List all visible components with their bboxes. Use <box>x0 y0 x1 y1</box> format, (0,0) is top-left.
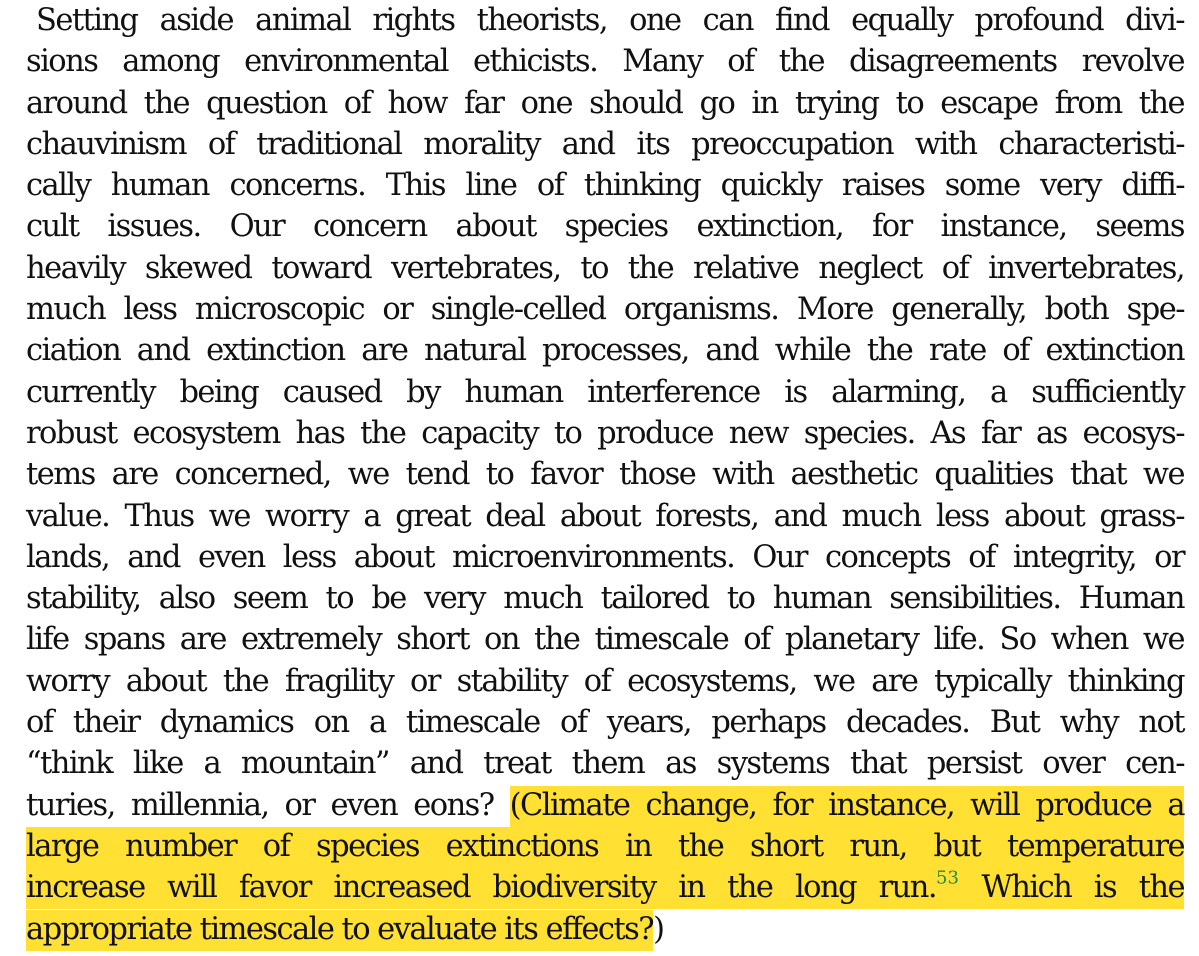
highlighted-text-part: Which is the <box>958 870 1186 906</box>
text-line: chauvinism of traditional morality and i… <box>26 126 1186 162</box>
text-line: tems are concerned, we tend to favor tho… <box>26 457 1186 493</box>
text-line: heavily skewed toward vertebrates, to th… <box>26 250 1186 286</box>
highlighted-text-part: increase will favor increased biodiversi… <box>26 870 938 906</box>
text-line: stability, also seem to be very much tai… <box>26 581 1186 617</box>
text-line: robust ecosystem has the capacity to pro… <box>26 415 1186 451</box>
footnote-reference[interactable]: 53 <box>936 867 959 889</box>
text-line: life spans are extremely short on the ti… <box>26 622 1186 658</box>
plain-text: ) <box>653 911 665 947</box>
text-line: value. Thus we worry a great deal about … <box>26 498 1186 534</box>
text-line: large number of species extinctions in t… <box>26 826 1186 868</box>
highlighted-text: large number of species extinctions in t… <box>26 826 1186 868</box>
text-line: increase will favor increased biodiversi… <box>26 867 1186 910</box>
text-line: appropriate timescale to evaluate its ef… <box>26 909 1184 951</box>
text-line: currently being caused by human interfer… <box>26 374 1186 410</box>
text-line: around the question of how far one shoul… <box>26 85 1186 121</box>
text-line: worry about the fragility or stability o… <box>26 663 1186 699</box>
text-line: “think like a mountain” and treat them a… <box>26 746 1186 782</box>
document-page: Setting aside animal rights theorists, o… <box>26 0 1186 951</box>
highlighted-text: (Climate change, for instance, will prod… <box>509 785 1186 827</box>
text-line: ciation and extinction are natural proce… <box>26 333 1186 369</box>
text-line: Setting aside animal rights theorists, o… <box>36 3 1186 38</box>
text-line: turies, millennia, or even eons? (Climat… <box>26 785 1186 827</box>
highlighted-text: appropriate timescale to evaluate its ef… <box>26 909 655 951</box>
text-line: lands, and even less about microenvironm… <box>26 539 1186 575</box>
text-line: sions among environmental ethicists. Man… <box>26 44 1186 80</box>
highlighted-text: increase will favor increased biodiversi… <box>26 867 1186 910</box>
plain-text: turies, millennia, or even eons? <box>26 787 510 823</box>
text-line: much less microscopic or single-celled o… <box>26 292 1186 328</box>
text-line: cult issues. Our concern about species e… <box>26 209 1186 245</box>
text-line: of their dynamics on a timescale of year… <box>26 705 1186 741</box>
text-line: cally human concerns. This line of think… <box>26 168 1186 204</box>
